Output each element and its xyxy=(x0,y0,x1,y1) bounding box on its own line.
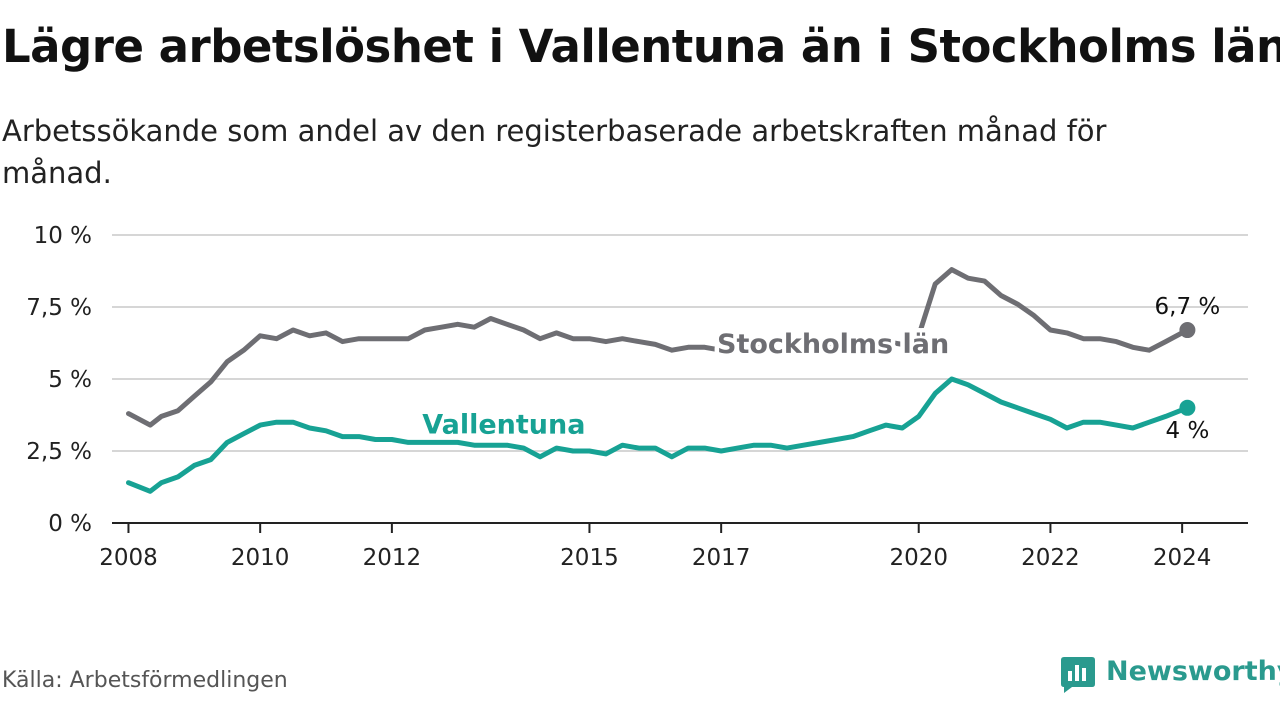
source-note: Källa: Arbetsförmedlingen xyxy=(2,668,288,693)
y-tick-label: 5 % xyxy=(48,367,92,393)
series-annotation-label: Stockholms län xyxy=(717,329,949,360)
gridlines xyxy=(112,234,1248,452)
series-annotations: Stockholms län Vallentuna xyxy=(418,325,954,446)
x-tick-label: 2017 xyxy=(692,545,751,571)
series-line-stockholms-lan xyxy=(126,267,1190,428)
chart-subtitle: Arbetssökande som andel av den registerb… xyxy=(2,114,1107,190)
x-tick-label: 2024 xyxy=(1153,545,1212,571)
x-axis-ticks: 2008 2010 2012 2015 2017 2020 2022 2024 xyxy=(99,523,1211,571)
series-end-label: 4 % xyxy=(1166,418,1210,444)
series-annotation-label: Vallentuna xyxy=(422,410,585,441)
series-lines xyxy=(126,267,1190,494)
newsworthy-logo[interactable]: Newsworthy xyxy=(1058,654,1280,696)
chart-title: Lägre arbetslöshet i Vallentuna än i Sto… xyxy=(2,20,1280,73)
y-tick-label: 7,5 % xyxy=(26,295,92,321)
x-tick-label: 2015 xyxy=(560,545,619,571)
x-tick-label: 2022 xyxy=(1021,545,1080,571)
y-tick-label: 10 % xyxy=(34,223,92,249)
newsworthy-logo-text: Newsworthy xyxy=(1106,656,1280,687)
series-end-point xyxy=(1179,322,1196,339)
newsworthy-logo-icon xyxy=(1061,657,1095,693)
series-end-point xyxy=(1179,399,1196,416)
y-tick-label: 0 % xyxy=(48,511,92,537)
series-end-label: 6,7 % xyxy=(1155,294,1221,320)
series-line-vallentuna xyxy=(126,376,1190,494)
x-tick-label: 2020 xyxy=(889,545,948,571)
x-tick-label: 2008 xyxy=(99,545,158,571)
end-labels: 6,7 % 4 % xyxy=(1155,294,1221,444)
y-axis-ticks: 0 % 2,5 % 5 % 7,5 % 10 % xyxy=(26,223,92,537)
x-tick-label: 2012 xyxy=(363,545,422,571)
y-tick-label: 2,5 % xyxy=(26,439,92,465)
x-tick-label: 2010 xyxy=(231,545,290,571)
